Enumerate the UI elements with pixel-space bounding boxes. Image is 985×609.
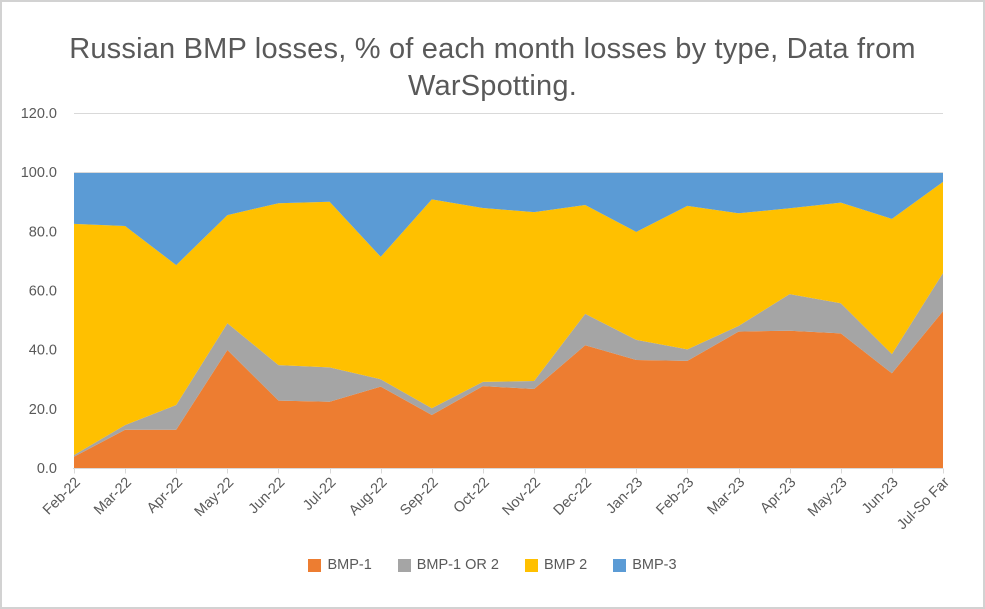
legend-item-bmp-1: BMP-1 (308, 557, 372, 573)
x-axis-label: Oct-22 (451, 475, 493, 517)
y-axis-label: 100.0 (21, 165, 57, 181)
y-axis-label: 0.0 (37, 461, 57, 477)
area-series-bmp-1-or-2 (74, 273, 943, 457)
x-axis-label: Feb-22 (40, 475, 84, 519)
y-axis-label: 120.0 (21, 106, 57, 122)
y-axis-label: 40.0 (29, 343, 57, 359)
x-axis-label: Dec-22 (551, 475, 595, 519)
legend: BMP-1 BMP-1 OR 2 BMP 2 BMP-3 (0, 557, 985, 573)
legend-label-bmp-3: BMP-3 (632, 557, 677, 573)
legend-label-bmp-1: BMP-1 (327, 557, 372, 573)
x-axis-label: May-23 (805, 475, 851, 521)
area-series-bmp-2 (74, 181, 943, 455)
x-axis-label: Jun-22 (246, 475, 289, 518)
x-axis-label: Mar-22 (91, 475, 135, 519)
x-axis-label: Jan-23 (603, 475, 646, 518)
y-axis-label: 80.0 (29, 224, 57, 240)
x-axis-label: Sep-22 (397, 475, 441, 519)
legend-swatch-bmp-1 (308, 558, 322, 572)
x-axis-label: Mar-23 (705, 475, 749, 519)
y-axis-label: 20.0 (29, 402, 57, 418)
x-axis-label: Nov-22 (500, 475, 544, 519)
x-axis-label: Apr-23 (757, 475, 799, 517)
y-axis-label: 60.0 (29, 284, 57, 300)
x-axis-label: Jun-23 (859, 475, 902, 518)
x-axis-label: Jul-22 (300, 475, 339, 514)
x-axis-label: Apr-22 (144, 475, 186, 517)
legend-item-bmp-1-or-2: BMP-1 OR 2 (397, 557, 499, 573)
area-series-bmp-3 (74, 172, 943, 266)
x-axis-label: Feb-23 (653, 475, 697, 519)
legend-label-bmp-2: BMP 2 (543, 557, 588, 573)
legend-label-bmp-1-or-2: BMP-1 OR 2 (416, 557, 499, 573)
legend-item-bmp-3: BMP-3 (613, 557, 677, 573)
area-series-bmp-1 (74, 311, 943, 468)
x-axis-label: Aug-22 (346, 475, 390, 519)
legend-swatch-bmp-1-or-2 (397, 558, 411, 572)
legend-swatch-bmp-2 (524, 558, 538, 572)
legend-item-bmp-2: BMP 2 (524, 557, 588, 573)
legend-swatch-bmp-3 (613, 558, 627, 572)
x-axis-label: May-22 (192, 475, 238, 521)
chart-title: Russian BMP losses, % of each month loss… (69, 33, 916, 102)
x-axis-label: Jul-So Far (894, 474, 953, 533)
